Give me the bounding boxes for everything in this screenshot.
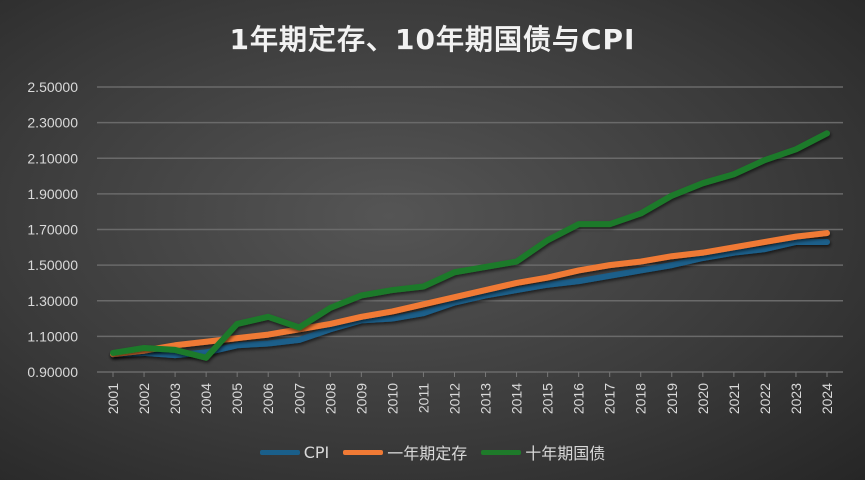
x-tick-label: 2005 xyxy=(229,383,245,414)
x-tick-label: 2008 xyxy=(322,383,338,414)
x-tick-label: 2014 xyxy=(509,383,525,414)
x-tick-label: 2010 xyxy=(384,383,400,414)
x-tick-label: 2021 xyxy=(726,383,742,414)
series-line-一年期定存 xyxy=(110,230,830,358)
series-line-十年期国债 xyxy=(110,130,830,361)
legend-swatch xyxy=(343,449,384,455)
x-tick-label: 2022 xyxy=(757,383,773,414)
legend-item: 十年期国债 xyxy=(481,440,605,464)
y-tick-label: 1.90000 xyxy=(27,186,78,202)
x-tick-label: 2007 xyxy=(291,383,307,414)
y-tick-label: 2.10000 xyxy=(27,150,78,166)
x-tick-label: 2011 xyxy=(415,383,431,413)
y-tick-label: 0.90000 xyxy=(27,364,78,380)
x-tick-label: 2001 xyxy=(105,383,121,414)
legend-swatch xyxy=(259,449,300,455)
x-tick-label: 2024 xyxy=(819,383,835,414)
x-tick-label: 2013 xyxy=(478,383,494,414)
x-tick-label: 2009 xyxy=(353,383,369,414)
x-tick-label: 2018 xyxy=(633,383,649,414)
legend-label: 一年期定存 xyxy=(387,444,468,463)
chart-title: 1年期定存、10年期国债与CPI xyxy=(229,23,636,56)
y-tick-label: 1.10000 xyxy=(27,328,78,344)
x-tick-label: 2017 xyxy=(602,383,618,414)
x-tick-label: 2002 xyxy=(136,383,152,414)
y-tick-label: 2.30000 xyxy=(27,115,78,131)
x-tick-label: 2003 xyxy=(167,383,183,414)
series-line-CPI xyxy=(110,238,830,359)
x-tick-label: 2015 xyxy=(540,383,556,414)
y-tick-label: 2.50000 xyxy=(27,79,78,95)
x-tick-label: 2020 xyxy=(695,383,711,414)
y-tick-label: 1.30000 xyxy=(27,293,78,309)
y-tick-label: 1.50000 xyxy=(27,257,78,273)
legend-swatch xyxy=(481,449,522,455)
legend-label: 十年期国债 xyxy=(525,444,606,463)
legend-item: CPI xyxy=(259,440,330,464)
legend: CPI 一年期定存 十年期国债 xyxy=(0,440,865,464)
legend-item: 一年期定存 xyxy=(343,440,467,464)
legend-label: CPI xyxy=(303,442,330,462)
x-tick-label: 2016 xyxy=(571,383,587,414)
x-tick-label: 2012 xyxy=(446,383,462,414)
y-tick-label: 1.70000 xyxy=(27,222,78,238)
x-tick-label: 2006 xyxy=(260,383,276,414)
x-tick-label: 2004 xyxy=(198,383,214,414)
x-tick-label: 2019 xyxy=(664,383,680,414)
x-tick-label: 2023 xyxy=(788,383,804,414)
